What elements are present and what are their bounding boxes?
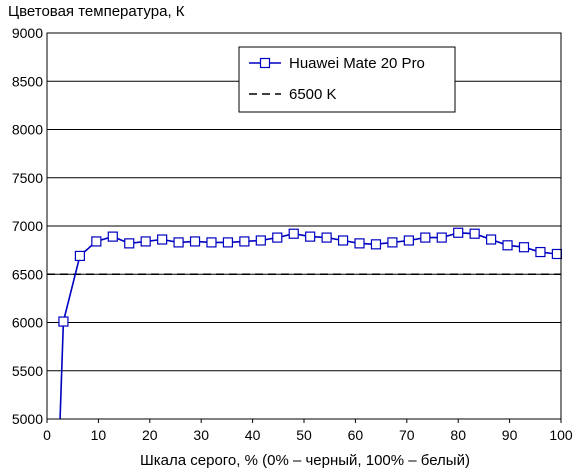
data-point-4: [107, 231, 118, 242]
data-point-20: [370, 239, 382, 250]
data-point-21: [387, 237, 398, 248]
y-tick-label-0: 5000: [12, 411, 43, 427]
data-point-31: [551, 248, 562, 260]
data-point-5: [124, 238, 135, 249]
data-point-9: [189, 236, 201, 247]
x-tick-label-6: 60: [348, 427, 364, 443]
data-point-19: [354, 238, 365, 249]
data-point-22: [403, 235, 414, 246]
series-line-huawei-mate-20-pro: [59, 231, 557, 419]
data-point-8: [173, 237, 184, 248]
data-point-11: [222, 237, 234, 248]
x-axis-title: Шкала серого, % (0% – черный, 100% – бел…: [140, 452, 470, 469]
data-point-10: [206, 237, 217, 248]
x-tick-label-5: 50: [296, 427, 312, 443]
x-tick-label-1: 10: [91, 427, 107, 443]
y-tick-labels: 5000 5500 6000 6500 7000 7500 8000 8500 9000: [12, 25, 43, 427]
data-point-15: [288, 228, 299, 239]
data-point-2: [74, 250, 85, 262]
data-point-29: [518, 242, 530, 253]
data-point-26: [469, 228, 480, 239]
y-tick-label-3: 6500: [12, 266, 43, 282]
data-point-23: [420, 232, 431, 243]
plot-frame: [46, 32, 562, 420]
data-point-17: [321, 232, 332, 243]
x-tick-label-4: 40: [245, 427, 261, 443]
x-tick-label-8: 80: [450, 427, 466, 443]
x-tick-label-7: 70: [399, 427, 415, 443]
y-axis-title: Цветовая температура, К: [8, 3, 185, 20]
data-point-7: [157, 234, 168, 245]
data-point-28: [502, 240, 513, 251]
data-point-12: [239, 236, 250, 247]
x-tick-label-9: 90: [502, 427, 518, 443]
data-point-25: [453, 227, 464, 238]
y-tick-label-1: 5500: [12, 363, 43, 379]
data-point-14: [272, 232, 283, 243]
y-tick-label-6: 8000: [12, 122, 43, 138]
series-layer: [47, 227, 562, 419]
data-point-18: [337, 235, 349, 246]
data-point-13: [255, 235, 266, 246]
y-tick-label-7: 8500: [12, 73, 43, 89]
data-point-30: [535, 246, 546, 258]
data-point-6: [140, 236, 151, 247]
data-point-27: [485, 234, 497, 245]
y-tick-label-2: 6000: [12, 315, 43, 331]
y-tick-label-8: 9000: [12, 25, 43, 41]
legend-box: [238, 46, 456, 113]
data-point-1: [58, 316, 69, 327]
data-point-3: [91, 236, 102, 247]
y-tick-label-5: 7500: [12, 170, 43, 186]
legend-label-1: 6500 K: [289, 86, 337, 103]
legend-label-0: Huawei Mate 20 Pro: [289, 55, 425, 72]
x-tick-label-2: 20: [142, 427, 158, 443]
x-tick-label-10: 100: [549, 427, 573, 443]
legend: Huawei Mate 20 Pro 6500 K: [238, 46, 456, 113]
x-tick-label-0: 0: [43, 427, 51, 443]
x-tick-labels: 0 10 20 30 40 50 60 70 80 90 100: [43, 419, 573, 443]
y-tick-label-4: 7000: [12, 218, 43, 234]
data-point-16: [305, 231, 316, 242]
data-point-24: [436, 232, 447, 243]
x-tick-label-3: 30: [193, 427, 209, 443]
legend-swatch-marker-0: [259, 57, 271, 69]
